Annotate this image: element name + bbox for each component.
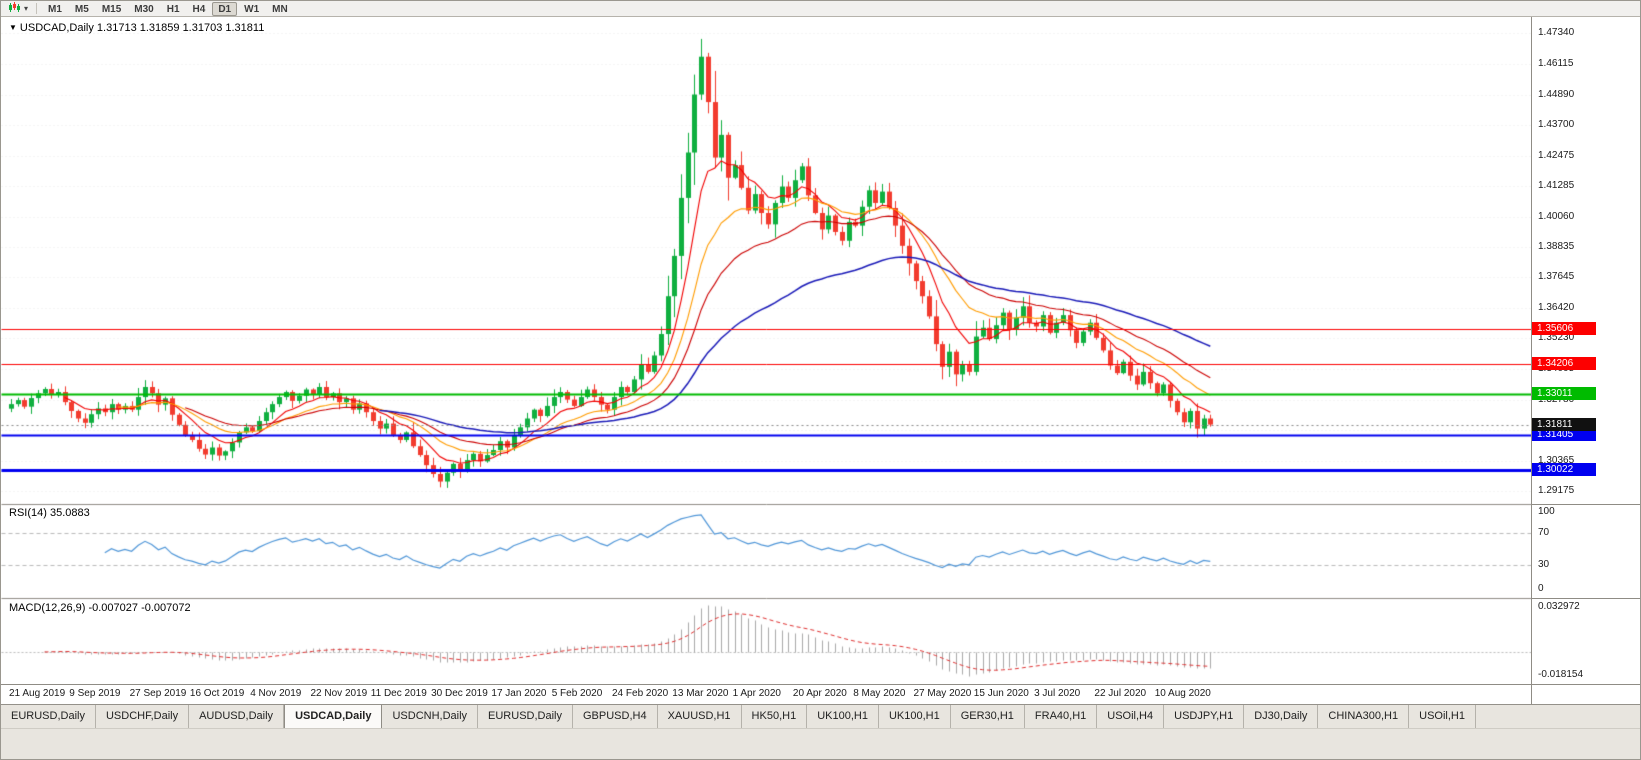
time-axis-label: 15 Jun 2020 — [973, 688, 1029, 699]
macd-indicator-label: MACD(12,26,9) -0.007027 -0.007072 — [9, 602, 191, 614]
time-axis[interactable]: 21 Aug 2019 9 Sep 2019 27 Sep 2019 16 Oct 2… — [1, 684, 1531, 704]
price-axis-scale[interactable]: 1.47340 1.46115 1.44890 1.43700 1.42475 1.412… — [1531, 1, 1640, 704]
chart-tab-dj30-daily[interactable]: DJ30,Daily — [1244, 705, 1319, 728]
price-level-label: 1.34206 — [1532, 357, 1596, 371]
time-axis-label: 16 Oct 2019 — [189, 688, 245, 699]
timeframe-button-m30[interactable]: M30 — [134, 3, 154, 15]
timeframe-button-d1[interactable]: D1 — [212, 1, 238, 16]
price-axis-tick: 1.44890 — [1538, 88, 1575, 100]
time-axis-label: 3 Jul 2020 — [1034, 688, 1081, 699]
chart-tab-usdjpy-h1[interactable]: USDJPY,H1 — [1164, 705, 1245, 728]
price-axis-tick: 1.35230 — [1538, 332, 1575, 344]
candlestick-chart-icon — [8, 1, 22, 18]
timeframe-button-w1[interactable]: W1 — [244, 3, 260, 15]
price-level-label: 1.30022 — [1532, 462, 1596, 476]
bid-price-label: 1.31811 — [1532, 417, 1596, 431]
macd-axis-tick-bottom: -0.018154 — [1538, 669, 1584, 680]
timeframe-button-m15[interactable]: M15 — [101, 3, 122, 15]
price-level-label: 1.35606 — [1532, 321, 1596, 335]
time-axis-label: 24 Feb 2020 — [612, 688, 669, 699]
chart-tab-china300-h1[interactable]: CHINA300,H1 — [1318, 705, 1410, 728]
chart-tab-uk100-h1[interactable]: UK100,H1 — [807, 705, 879, 728]
time-axis-label: 1 Apr 2020 — [732, 688, 781, 699]
timeframe-button-h1[interactable]: H1 — [166, 3, 180, 15]
panel-separator — [1532, 504, 1640, 505]
timeframe-button-m1[interactable]: M1 — [48, 3, 62, 15]
chart-tab-hk50-h1[interactable]: HK50,H1 — [742, 705, 808, 728]
chart-tab-usoil-h1[interactable]: USOil,H1 — [1409, 705, 1476, 728]
chart-tab-usdchf-daily[interactable]: USDCHF,Daily — [96, 705, 190, 728]
price-axis-tick: 1.29175 — [1538, 485, 1575, 496]
rsi-indicator-label: RSI(14) 35.0883 — [9, 507, 90, 519]
timeframe-toolbar: ▾ M1 M5 M15 M30 H1 H4 D1 W1 MN — [1, 1, 1640, 17]
chart-ohlc-header: ▼ USDCAD,Daily 1.31713 1.31859 1.31703 1.… — [9, 22, 264, 34]
price-axis-tick: 1.42475 — [1538, 149, 1575, 161]
panel-separator — [1532, 684, 1640, 685]
time-axis-label: 9 Sep 2019 — [69, 688, 121, 699]
rsi-axis-tick: 70 — [1538, 527, 1550, 538]
time-axis-label: 27 May 2020 — [913, 688, 972, 699]
price-axis-tick: 1.41285 — [1538, 179, 1575, 191]
panel-separator — [1532, 598, 1640, 599]
price-axis-tick: 1.36420 — [1538, 302, 1575, 314]
rsi-axis-tick: 30 — [1538, 559, 1550, 570]
price-axis-tick: 1.30365 — [1538, 454, 1575, 466]
chart-tab-usoil-h4[interactable]: USOil,H4 — [1097, 705, 1165, 728]
chart-tab-gbpusd-h4[interactable]: GBPUSD,H4 — [573, 705, 658, 728]
symbol-dropdown-icon: ▼ — [9, 23, 17, 32]
price-axis-tick: 1.40060 — [1538, 210, 1575, 222]
time-axis-label: 21 Aug 2019 — [9, 688, 66, 699]
timeframe-button-h4[interactable]: H4 — [192, 3, 206, 15]
chart-tab-usdcad-daily[interactable]: USDCAD,Daily — [284, 705, 383, 728]
chart-tab-usdcnh-daily[interactable]: USDCNH,Daily — [382, 705, 479, 728]
timeframe-button-mn[interactable]: MN — [272, 3, 288, 15]
price-level-label: 1.33011 — [1532, 387, 1596, 401]
chart-ohlc-text: USDCAD,Daily 1.31713 1.31859 1.31703 1.3… — [19, 22, 265, 34]
chart-type-button[interactable]: ▾ — [5, 1, 31, 18]
macd-axis-tick-top: 0.032972 — [1538, 601, 1580, 612]
timeframe-button-m5[interactable]: M5 — [74, 3, 89, 15]
price-axis-tick: 1.46115 — [1538, 57, 1574, 69]
time-axis-label: 11 Dec 2019 — [370, 688, 427, 699]
time-axis-label: 5 Feb 2020 — [551, 688, 603, 699]
time-axis-label: 17 Jan 2020 — [491, 688, 547, 699]
rsi-axis-tick: 0 — [1538, 583, 1544, 594]
price-axis-tick: 1.47340 — [1538, 27, 1575, 38]
chart-tab-uk100-h1[interactable]: UK100,H1 — [879, 705, 951, 728]
price-axis-tick: 1.43700 — [1538, 118, 1575, 130]
time-axis-label: 20 Apr 2020 — [792, 688, 847, 699]
time-axis-label: 10 Aug 2020 — [1154, 688, 1211, 699]
time-axis-label: 27 Sep 2019 — [129, 688, 187, 699]
rsi-axis-tick: 100 — [1538, 506, 1555, 517]
time-axis-label: 30 Dec 2019 — [431, 688, 488, 699]
price-axis-tick: 1.38835 — [1538, 241, 1575, 253]
chart-tab-ger30-h1[interactable]: GER30,H1 — [951, 705, 1025, 728]
chart-type-dropdown-caret: ▾ — [24, 3, 29, 13]
chart-tab-xauusd-h1[interactable]: XAUUSD,H1 — [658, 705, 742, 728]
time-axis-label: 22 Jul 2020 — [1094, 688, 1147, 699]
chart-tab-eurusd-daily[interactable]: EURUSD,Daily — [478, 705, 573, 728]
status-bar — [1, 728, 1640, 759]
chart-tab-audusd-daily[interactable]: AUDUSD,Daily — [189, 705, 285, 728]
timeframe-buttons-group: M1 M5 M15 M30 H1 H4 D1 W1 MN — [42, 1, 295, 16]
time-axis-label: 13 Mar 2020 — [672, 688, 729, 699]
price-level-label: 1.31405 — [1532, 427, 1596, 441]
time-axis-label: 22 Nov 2019 — [310, 688, 368, 699]
chart-tabs-bar: EURUSD,Daily USDCHF,Daily AUDUSD,Daily USDC… — [1, 704, 1640, 728]
price-axis-tick: 1.37645 — [1538, 271, 1575, 283]
price-chart-canvas[interactable] — [1, 1, 1640, 704]
time-axis-label: 8 May 2020 — [853, 688, 906, 699]
toolbar-separator — [36, 3, 38, 14]
time-axis-label: 4 Nov 2019 — [250, 688, 302, 699]
chart-tab-fra40-h1[interactable]: FRA40,H1 — [1025, 705, 1098, 728]
chart-tab-eurusd-daily[interactable]: EURUSD,Daily — [1, 705, 96, 728]
